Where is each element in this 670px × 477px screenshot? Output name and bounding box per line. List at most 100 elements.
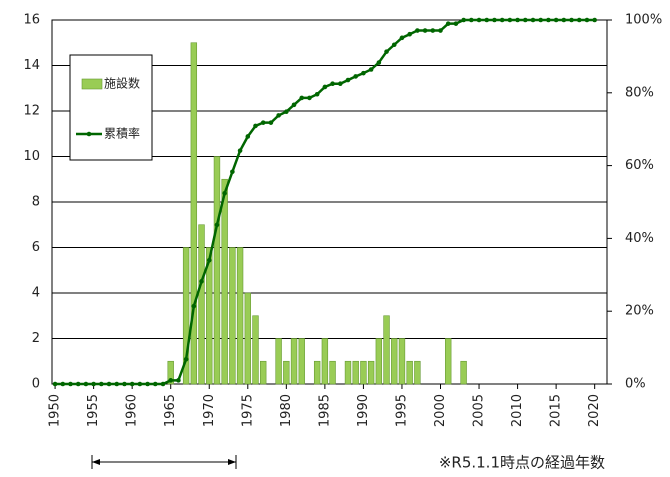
x-tick-label: 1990	[356, 394, 371, 427]
x-tick-label: 2020	[587, 394, 602, 427]
arrow-head	[92, 459, 100, 465]
x-tick-label: 2010	[510, 394, 525, 427]
bar	[252, 315, 259, 385]
x-tick-label: 1955	[86, 394, 101, 427]
line-marker	[415, 28, 420, 33]
y2-tick-label: 100%	[625, 13, 662, 28]
line-marker	[284, 109, 289, 115]
bar	[329, 360, 336, 385]
line-marker	[345, 77, 351, 83]
x-tick-label: 2005	[472, 394, 487, 427]
line-marker	[291, 102, 297, 108]
line-marker	[199, 279, 204, 284]
bar	[182, 247, 190, 385]
y2-tick-label: 40%	[625, 231, 654, 246]
line-marker	[268, 120, 274, 125]
y-tick-label: 0	[32, 377, 40, 392]
x-tick-label: 1995	[394, 394, 409, 427]
line-marker	[391, 42, 397, 48]
line-marker	[337, 81, 343, 86]
x-tick-label: 2015	[549, 394, 564, 427]
line-marker	[83, 381, 89, 387]
line-marker	[376, 60, 382, 65]
line-marker	[461, 17, 466, 23]
bar	[298, 338, 305, 385]
bar	[375, 338, 383, 385]
line-marker	[430, 28, 436, 33]
line-marker	[530, 17, 536, 23]
line-marker	[522, 17, 528, 23]
line-marker	[422, 28, 428, 33]
line-marker	[584, 17, 590, 23]
bar	[352, 360, 359, 385]
x-tick-label: 1985	[317, 394, 332, 427]
y2-tick-label: 0%	[625, 377, 646, 392]
y-tick-label: 2	[32, 331, 40, 346]
y-tick-label: 6	[32, 240, 40, 255]
line-marker	[361, 70, 366, 76]
annotation: ※R5.1.1時点の経過年数	[439, 454, 605, 472]
line-marker	[368, 67, 374, 72]
line-marker	[576, 17, 582, 23]
y2-tick-label: 60%	[625, 158, 654, 173]
line-marker	[484, 17, 490, 23]
line-marker	[122, 381, 127, 387]
legend-marker	[86, 131, 92, 137]
x-tick-label: 1970	[202, 394, 217, 427]
line-marker	[52, 381, 58, 387]
x-tick-label: 2000	[433, 394, 448, 427]
bar	[229, 247, 236, 385]
line-marker	[546, 17, 551, 23]
bar	[260, 360, 267, 385]
line-marker	[438, 28, 443, 33]
line-marker	[60, 381, 66, 387]
bar	[244, 292, 251, 385]
bar	[383, 315, 390, 385]
line-marker	[245, 134, 251, 139]
line-marker	[561, 17, 567, 23]
x-tick-label: 1975	[240, 394, 255, 427]
line-marker	[499, 17, 505, 23]
line-marker	[515, 17, 520, 23]
line-marker	[260, 120, 266, 125]
line-marker	[222, 190, 227, 196]
line-marker	[276, 113, 281, 118]
y-tick-label: 10	[23, 149, 40, 164]
line-marker	[237, 148, 243, 153]
bar	[190, 42, 198, 385]
line-marker	[206, 257, 212, 263]
bar	[391, 338, 398, 385]
line-marker	[445, 21, 451, 26]
bar	[283, 360, 290, 385]
line-marker	[191, 303, 197, 309]
line-marker	[507, 17, 513, 23]
legend-swatch	[81, 78, 103, 90]
x-tick-label: 1965	[163, 394, 178, 427]
line-marker	[553, 17, 559, 23]
bar	[414, 360, 421, 385]
line-marker	[399, 35, 405, 41]
bar	[344, 360, 352, 385]
line-marker	[168, 378, 174, 383]
bar	[290, 338, 298, 385]
y2-tick-label: 80%	[625, 85, 654, 100]
bar	[313, 360, 321, 385]
legend-label: 施設数	[104, 76, 140, 91]
x-tick-label: 1950	[48, 394, 63, 427]
bar	[221, 178, 228, 385]
y-tick-label: 8	[32, 195, 40, 210]
bar	[167, 360, 174, 385]
bar	[198, 224, 205, 385]
line-marker	[68, 381, 73, 387]
line-marker	[99, 381, 104, 387]
y-tick-label: 4	[32, 286, 40, 301]
legend-label: 累積率	[104, 126, 140, 141]
line-marker	[253, 123, 258, 129]
line-marker	[299, 95, 305, 101]
line-marker	[183, 356, 189, 362]
line-marker	[322, 84, 328, 90]
line-marker	[469, 17, 474, 23]
line-marker	[114, 381, 120, 387]
line-marker	[592, 17, 597, 23]
